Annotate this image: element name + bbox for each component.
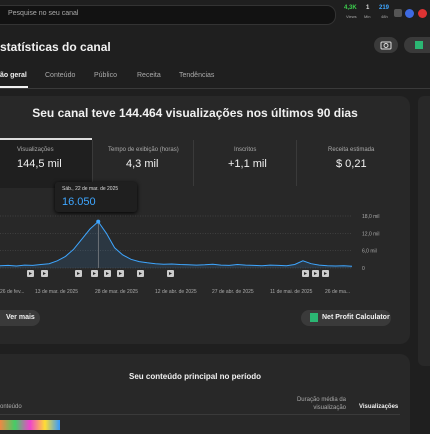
section-title: Seu conteúdo principal no período	[128, 372, 261, 381]
calculator-button[interactable]	[301, 310, 391, 326]
column-header: Visualizações	[359, 404, 399, 410]
video-marker-icon	[77, 272, 80, 275]
metric-label: Visualizações	[17, 147, 54, 153]
divider	[0, 88, 430, 89]
tooltip-value: 16.050	[62, 196, 96, 208]
tab[interactable]: Receita	[137, 72, 161, 79]
video-marker-icon	[43, 272, 46, 275]
stat-value: 4,3K	[344, 5, 357, 11]
line-fill	[0, 221, 352, 268]
x-tick-label: 26 de fev...	[0, 289, 24, 295]
column-header: onteúdo	[0, 404, 22, 410]
video-marker-icon	[304, 272, 307, 275]
y-tick-label: 6,0 mil	[362, 249, 377, 255]
camera-icon	[380, 41, 392, 50]
line	[0, 220, 353, 267]
metric-label: Tempo de exibição (horas)	[108, 147, 179, 153]
stat-value: 219	[379, 5, 390, 11]
divider	[193, 140, 194, 186]
column-header: Duração média da visualização	[296, 397, 346, 411]
video-marker-icon	[93, 272, 96, 275]
metric-value: $ 0,21	[336, 158, 367, 170]
avatar[interactable]	[418, 9, 427, 18]
stat-label: Views	[346, 14, 357, 19]
video-thumbnail[interactable]	[0, 420, 60, 430]
y-tick-label: 12,0 mil	[362, 231, 380, 237]
metric-value: 144,5 mil	[17, 158, 62, 170]
video-marker-icon	[139, 272, 142, 275]
y-tick-label: 18,0 mil	[362, 214, 380, 220]
divider	[92, 140, 93, 186]
tab[interactable]: ão geral	[0, 72, 27, 79]
tab[interactable]: Tendências	[179, 72, 215, 79]
video-marker-icon	[324, 272, 327, 275]
icon[interactable]	[405, 9, 414, 18]
headline: Seu canal teve 144.464 visualizações nos…	[32, 106, 358, 120]
x-tick-label: 12 de abr. de 2025	[155, 289, 197, 295]
metric-label: Receita estimada	[328, 147, 375, 153]
search-placeholder: Pesquise no seu canal	[8, 10, 79, 17]
metric-cell-selected[interactable]	[0, 138, 92, 188]
extension-icon	[415, 41, 423, 49]
camera-button[interactable]	[374, 37, 398, 53]
tab-underline	[0, 86, 28, 88]
search-box[interactable]	[0, 5, 336, 25]
x-tick-label: 28 de mar. de 2025	[95, 289, 138, 295]
x-tick-label: 27 de abr. de 2025	[212, 289, 254, 295]
content-card	[0, 354, 410, 434]
tooltip-date: Sáb., 22 de mar. de 2025	[62, 186, 119, 192]
video-marker-icon	[169, 272, 172, 275]
calculator-icon	[310, 313, 318, 322]
x-tick-label: 13 de mar. de 2025	[35, 289, 78, 295]
video-marker-icon	[119, 272, 122, 275]
hover-point	[96, 219, 101, 224]
x-tick-label: 11 de mai. de 2025	[270, 289, 313, 295]
chart: 0 6,0 mil 12,0 mil 18,0 mil 26 de fev... 13 d…	[0, 214, 380, 295]
page-title: statísticas do canal	[0, 40, 111, 54]
tooltip	[55, 182, 137, 212]
stat-value: 1	[366, 5, 370, 11]
video-marker-icon	[314, 272, 317, 275]
tab[interactable]: Conteúdo	[45, 72, 76, 79]
divider	[296, 140, 297, 186]
summary-card	[0, 96, 410, 344]
video-marker-icon	[29, 272, 32, 275]
x-tick-label: 26 de ma...	[325, 289, 350, 295]
y-tick-label: 0	[362, 266, 365, 272]
stat-label: 48h	[381, 14, 388, 19]
button-label: Ver mais	[6, 314, 35, 321]
see-more-button[interactable]	[0, 310, 40, 326]
metric-value: 4,3 mil	[126, 158, 159, 170]
tab[interactable]: Público	[94, 72, 117, 79]
metric-label: Inscritos	[234, 147, 257, 153]
side-card	[418, 96, 430, 366]
divider	[0, 414, 400, 415]
metric-value: +1,1 mil	[228, 158, 267, 170]
stat-label: Min	[364, 14, 371, 19]
icon[interactable]	[394, 9, 402, 17]
button-label: Net Profit Calculator	[322, 314, 390, 321]
video-marker-icon	[106, 272, 109, 275]
